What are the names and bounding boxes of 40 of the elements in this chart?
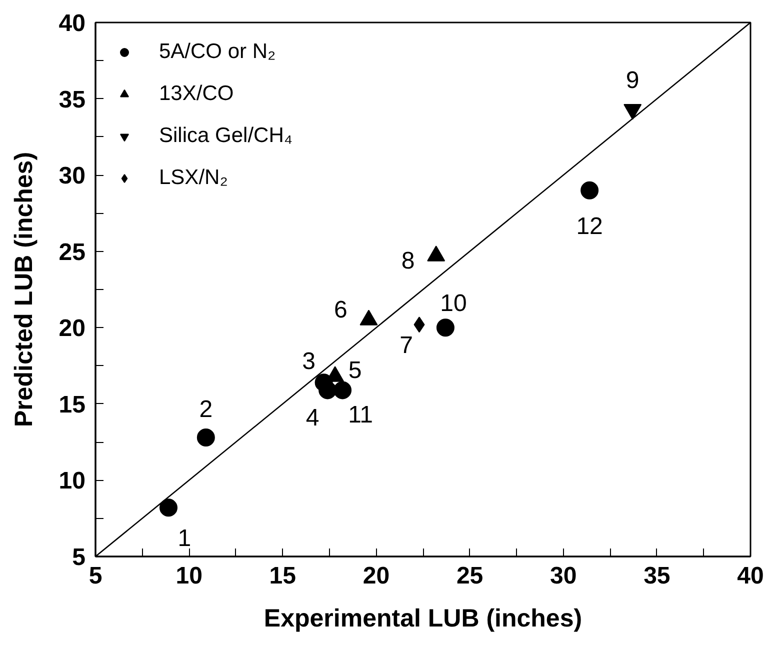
annotation: 12 bbox=[576, 212, 603, 240]
x-tick-label: 35 bbox=[644, 562, 670, 590]
point bbox=[318, 381, 337, 400]
annotation: 4 bbox=[306, 404, 320, 432]
x-tick-label: 10 bbox=[176, 562, 202, 590]
y-axis-title: Predicted LUB (inches) bbox=[10, 152, 38, 428]
point bbox=[436, 318, 454, 337]
y-tick-label: 35 bbox=[58, 86, 86, 114]
y-tick-label: 10 bbox=[58, 468, 86, 495]
annotation: 10 bbox=[440, 290, 467, 318]
y-tick-label: 15 bbox=[58, 391, 86, 418]
y-tick-label: 25 bbox=[58, 238, 86, 266]
point bbox=[334, 381, 352, 400]
legend-label: Silica Gel/CH₄ bbox=[159, 124, 292, 148]
annotation: 7 bbox=[400, 332, 413, 360]
x-tick-label: 15 bbox=[269, 562, 296, 590]
y-tick-label: 20 bbox=[58, 315, 86, 342]
point bbox=[196, 428, 215, 446]
point bbox=[580, 181, 599, 200]
annotation: 8 bbox=[401, 247, 415, 274]
x-tick-label: 5 bbox=[88, 562, 102, 590]
annotation: 2 bbox=[199, 396, 213, 423]
x-tick-label: 30 bbox=[550, 562, 577, 590]
annotation: 5 bbox=[348, 356, 362, 384]
annotation: 6 bbox=[334, 296, 348, 324]
y-tick-label: 5 bbox=[72, 544, 86, 571]
x-tick-label: 25 bbox=[456, 562, 484, 590]
y-tick-label: 40 bbox=[58, 10, 86, 37]
legend-label: LSX/N₂ bbox=[159, 166, 228, 190]
x-tick-label: 40 bbox=[737, 562, 764, 590]
x-tick-label: 20 bbox=[362, 562, 390, 590]
point bbox=[159, 498, 178, 517]
annotation: 1 bbox=[178, 525, 192, 552]
x-axis-title: Experimental LUB (inches) bbox=[264, 604, 582, 632]
annotation: 3 bbox=[302, 348, 316, 376]
legend-label: 5A/CO or N₂ bbox=[159, 40, 276, 64]
legend-label: 13X/CO bbox=[159, 82, 234, 106]
annotation: 9 bbox=[626, 66, 640, 94]
y-tick-label: 30 bbox=[58, 162, 86, 190]
annotation: 11 bbox=[348, 402, 373, 429]
